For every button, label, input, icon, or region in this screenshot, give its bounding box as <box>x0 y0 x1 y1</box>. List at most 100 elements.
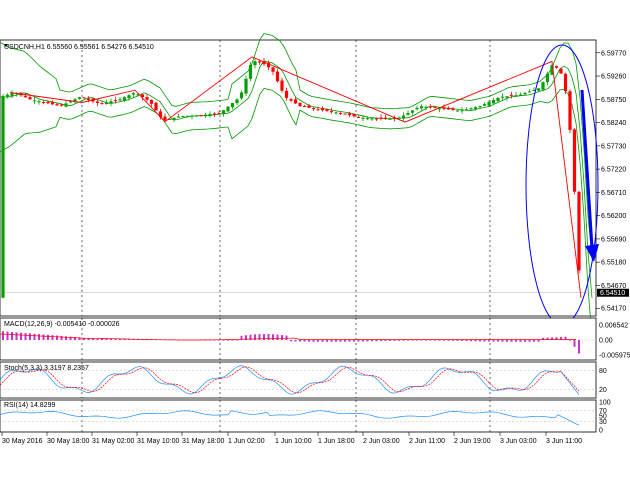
time-tick-label: 2 Jun 03:00 <box>363 438 400 445</box>
macd-bar <box>249 334 252 340</box>
bull-candle <box>194 115 199 117</box>
bull-candle <box>541 82 545 90</box>
macd-bar <box>474 340 477 342</box>
bear-candle <box>275 71 280 82</box>
bear-candle <box>343 113 347 115</box>
bear-candle <box>428 106 433 108</box>
macd-bar <box>348 340 351 342</box>
bull-candle <box>505 96 509 98</box>
macd-bar <box>344 340 346 342</box>
bear-candle <box>329 111 334 113</box>
bull-candle <box>370 118 374 120</box>
bear-candle <box>293 99 298 104</box>
bull-candle <box>514 95 518 97</box>
macd-bar <box>528 340 531 342</box>
bear-candle <box>46 101 50 104</box>
macd-bar <box>96 338 99 340</box>
macd-bar <box>299 340 301 342</box>
bull-candle <box>455 110 460 112</box>
bear-candle <box>392 117 397 119</box>
macd-bar <box>308 340 310 342</box>
price-pane[interactable]: USDCNH,H1 6.55560 6.55561 6.54276 6.5451… <box>0 33 599 337</box>
macd-bar <box>326 340 328 342</box>
macd-bar <box>213 340 216 341</box>
bull-candle <box>10 93 14 96</box>
bear-candle <box>320 108 325 111</box>
macd-bar <box>38 334 40 340</box>
macd-label: MACD(12,26,9) -0.005410 -0.000026 <box>4 321 120 328</box>
macd-bar <box>56 335 58 340</box>
macd-bar <box>74 337 76 340</box>
bull-candle <box>487 102 491 106</box>
stoch-pane[interactable]: Stoch(5,3,3) 3.3197 8.2357 <box>0 361 597 399</box>
bull-candle <box>361 117 365 119</box>
stoch-label: Stoch(5,3,3) 3.3197 8.2357 <box>4 365 89 372</box>
macd-bar <box>312 340 315 342</box>
macd-tick-label: 0.006542 <box>599 323 628 330</box>
macd-bar <box>222 340 225 341</box>
macd-bar <box>555 337 558 340</box>
macd-bar <box>335 340 337 342</box>
bear-candle <box>554 66 559 68</box>
macd-bar <box>317 340 319 342</box>
bear-candle <box>311 108 316 110</box>
macd-bar <box>483 340 486 342</box>
rsi-pane[interactable]: RSI(14) 14.8299 <box>0 399 597 433</box>
middle-band <box>0 60 593 298</box>
current-price-label: 6.54510 <box>600 290 625 297</box>
bear-candle <box>374 118 379 120</box>
macd-bar <box>276 334 279 340</box>
bull-candle <box>203 114 208 117</box>
time-tick-label: 1 Jun 10:00 <box>275 438 312 445</box>
bear-candle <box>113 100 118 102</box>
macd-bar <box>389 340 391 341</box>
macd-bar <box>465 340 468 342</box>
collapse-triangle-icon[interactable] <box>4 44 8 47</box>
bear-candle <box>154 102 158 111</box>
bull-candle <box>226 106 230 112</box>
macd-bar <box>393 340 396 341</box>
down-arrow-icon <box>585 244 599 262</box>
bear-candle <box>271 67 275 72</box>
bear-candle <box>347 113 352 116</box>
macd-bar <box>245 335 247 340</box>
bull-candle <box>518 94 523 96</box>
macd-bar <box>407 340 409 341</box>
macd-bar <box>240 335 243 340</box>
macd-bar <box>236 340 238 341</box>
macd-bar <box>123 338 126 340</box>
macd-bar <box>357 340 360 342</box>
bull-candle <box>536 88 541 91</box>
macd-bar <box>533 340 535 342</box>
bull-candle <box>1 96 5 298</box>
macd-bar <box>452 340 454 341</box>
macd-bar <box>101 338 103 340</box>
bear-candle <box>50 101 55 105</box>
price-tick-label: 6.55180 <box>601 260 626 267</box>
bull-candle <box>77 97 82 99</box>
macd-bar <box>218 340 220 341</box>
bull-candle <box>181 116 185 118</box>
bear-candle <box>212 113 217 115</box>
bear-candle <box>559 68 563 74</box>
macd-bar <box>6 331 9 340</box>
bear-candle <box>145 97 149 100</box>
macd-bar <box>110 338 112 340</box>
bull-candle <box>437 108 442 110</box>
bull-candle <box>109 101 113 104</box>
stoch-axis: 80 20 <box>599 368 607 394</box>
macd-bar <box>11 331 13 340</box>
bull-candle <box>473 107 478 109</box>
macd-bar <box>24 333 27 340</box>
rsi-tick-label: 50 <box>599 414 607 421</box>
macd-bar <box>227 340 229 341</box>
zigzag-path <box>9 56 582 298</box>
macd-pane[interactable]: MACD(12,26,9) -0.005410 -0.000026 <box>0 317 597 361</box>
bull-candle <box>131 93 136 95</box>
macd-bar <box>578 340 580 354</box>
bear-candle <box>338 113 343 115</box>
macd-bar <box>519 340 522 342</box>
macd-bar <box>371 340 373 342</box>
